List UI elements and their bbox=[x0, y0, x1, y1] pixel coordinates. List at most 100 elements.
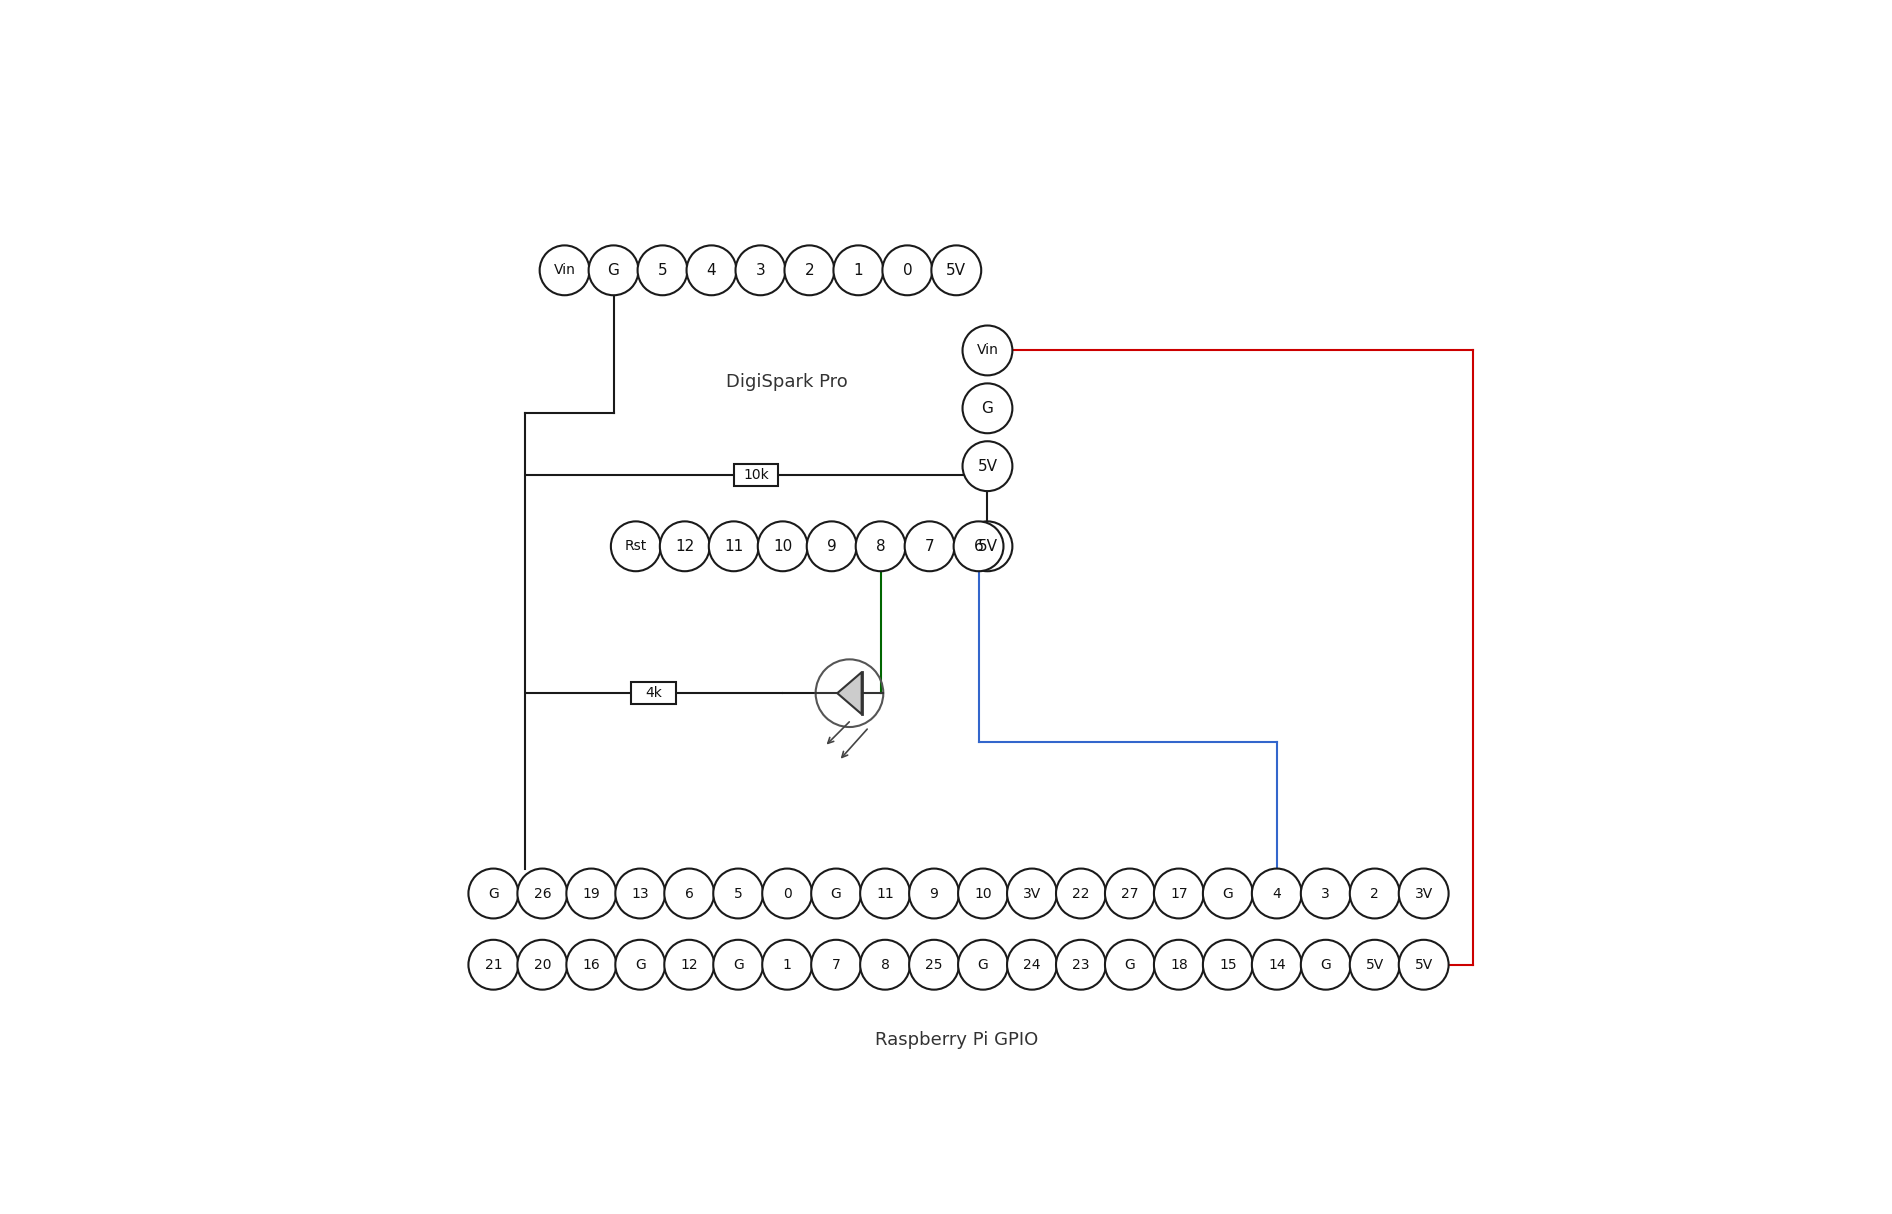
Text: 10: 10 bbox=[774, 539, 793, 554]
Circle shape bbox=[904, 521, 955, 572]
Circle shape bbox=[812, 868, 861, 919]
Circle shape bbox=[710, 521, 759, 572]
Circle shape bbox=[963, 441, 1012, 492]
Circle shape bbox=[539, 245, 590, 295]
Circle shape bbox=[812, 940, 861, 989]
Text: 11: 11 bbox=[876, 886, 893, 901]
Text: G: G bbox=[607, 262, 619, 278]
Text: G: G bbox=[1124, 958, 1135, 971]
Text: 23: 23 bbox=[1073, 958, 1090, 971]
Circle shape bbox=[910, 868, 959, 919]
Circle shape bbox=[855, 521, 906, 572]
Bar bbox=[632, 682, 675, 704]
Circle shape bbox=[1398, 868, 1449, 919]
Text: 4k: 4k bbox=[645, 686, 662, 700]
Text: G: G bbox=[636, 958, 645, 971]
Text: 12: 12 bbox=[681, 958, 698, 971]
Text: G: G bbox=[1321, 958, 1332, 971]
Circle shape bbox=[882, 245, 933, 295]
Circle shape bbox=[762, 868, 812, 919]
Circle shape bbox=[615, 868, 666, 919]
Text: 20: 20 bbox=[534, 958, 551, 971]
Text: 10: 10 bbox=[974, 886, 991, 901]
Text: 0: 0 bbox=[902, 262, 912, 278]
Text: 8: 8 bbox=[876, 539, 885, 554]
Text: 3: 3 bbox=[1321, 886, 1330, 901]
Circle shape bbox=[566, 940, 617, 989]
Text: 1: 1 bbox=[783, 958, 791, 971]
Circle shape bbox=[861, 940, 910, 989]
Text: G: G bbox=[982, 401, 993, 416]
Text: 4: 4 bbox=[706, 262, 717, 278]
Circle shape bbox=[963, 325, 1012, 375]
Text: 2: 2 bbox=[804, 262, 814, 278]
Circle shape bbox=[1105, 868, 1154, 919]
Text: G: G bbox=[831, 886, 842, 901]
Circle shape bbox=[963, 521, 1012, 572]
Circle shape bbox=[1349, 940, 1400, 989]
Circle shape bbox=[469, 868, 518, 919]
Text: 5V: 5V bbox=[1415, 958, 1432, 971]
Text: 5: 5 bbox=[734, 886, 742, 901]
Text: Rst: Rst bbox=[624, 539, 647, 554]
Circle shape bbox=[469, 940, 518, 989]
Text: 24: 24 bbox=[1024, 958, 1041, 971]
Text: 12: 12 bbox=[675, 539, 694, 554]
Circle shape bbox=[517, 868, 568, 919]
Circle shape bbox=[806, 521, 857, 572]
Text: DigiSpark Pro: DigiSpark Pro bbox=[727, 373, 848, 391]
Circle shape bbox=[957, 940, 1008, 989]
Text: 16: 16 bbox=[583, 958, 600, 971]
Circle shape bbox=[713, 940, 762, 989]
Text: 27: 27 bbox=[1122, 886, 1139, 901]
Text: 17: 17 bbox=[1169, 886, 1188, 901]
Circle shape bbox=[1398, 940, 1449, 989]
Text: Vin: Vin bbox=[976, 344, 999, 357]
Circle shape bbox=[638, 245, 687, 295]
Circle shape bbox=[1105, 940, 1154, 989]
Text: 6: 6 bbox=[974, 539, 984, 554]
Text: 9: 9 bbox=[929, 886, 938, 901]
Circle shape bbox=[1203, 868, 1253, 919]
Text: 10k: 10k bbox=[744, 469, 768, 482]
Bar bbox=[734, 464, 778, 486]
Text: G: G bbox=[1222, 886, 1234, 901]
Text: G: G bbox=[978, 958, 988, 971]
Text: 2: 2 bbox=[1370, 886, 1379, 901]
Circle shape bbox=[834, 245, 884, 295]
Text: 22: 22 bbox=[1073, 886, 1090, 901]
Circle shape bbox=[762, 940, 812, 989]
Circle shape bbox=[588, 245, 638, 295]
Text: 4: 4 bbox=[1273, 886, 1281, 901]
Text: 5V: 5V bbox=[978, 539, 997, 554]
Circle shape bbox=[861, 868, 910, 919]
Text: 14: 14 bbox=[1268, 958, 1285, 971]
Circle shape bbox=[611, 521, 660, 572]
Circle shape bbox=[910, 940, 959, 989]
Circle shape bbox=[1349, 868, 1400, 919]
Circle shape bbox=[1302, 940, 1351, 989]
Text: 18: 18 bbox=[1169, 958, 1188, 971]
Text: 26: 26 bbox=[534, 886, 551, 901]
Text: 6: 6 bbox=[685, 886, 694, 901]
Text: 19: 19 bbox=[583, 886, 600, 901]
Text: 0: 0 bbox=[783, 886, 791, 901]
Text: 7: 7 bbox=[832, 958, 840, 971]
Circle shape bbox=[1007, 940, 1058, 989]
Circle shape bbox=[1056, 940, 1105, 989]
Text: 1: 1 bbox=[853, 262, 863, 278]
Text: 25: 25 bbox=[925, 958, 942, 971]
Text: 9: 9 bbox=[827, 539, 836, 554]
Circle shape bbox=[1007, 868, 1058, 919]
Text: 3V: 3V bbox=[1415, 886, 1432, 901]
Circle shape bbox=[1203, 940, 1253, 989]
Circle shape bbox=[1253, 868, 1302, 919]
Circle shape bbox=[566, 868, 617, 919]
Text: Vin: Vin bbox=[554, 263, 575, 277]
Circle shape bbox=[736, 245, 785, 295]
Text: G: G bbox=[488, 886, 499, 901]
Circle shape bbox=[1253, 940, 1302, 989]
Circle shape bbox=[713, 868, 762, 919]
Text: 15: 15 bbox=[1218, 958, 1237, 971]
Circle shape bbox=[954, 521, 1003, 572]
